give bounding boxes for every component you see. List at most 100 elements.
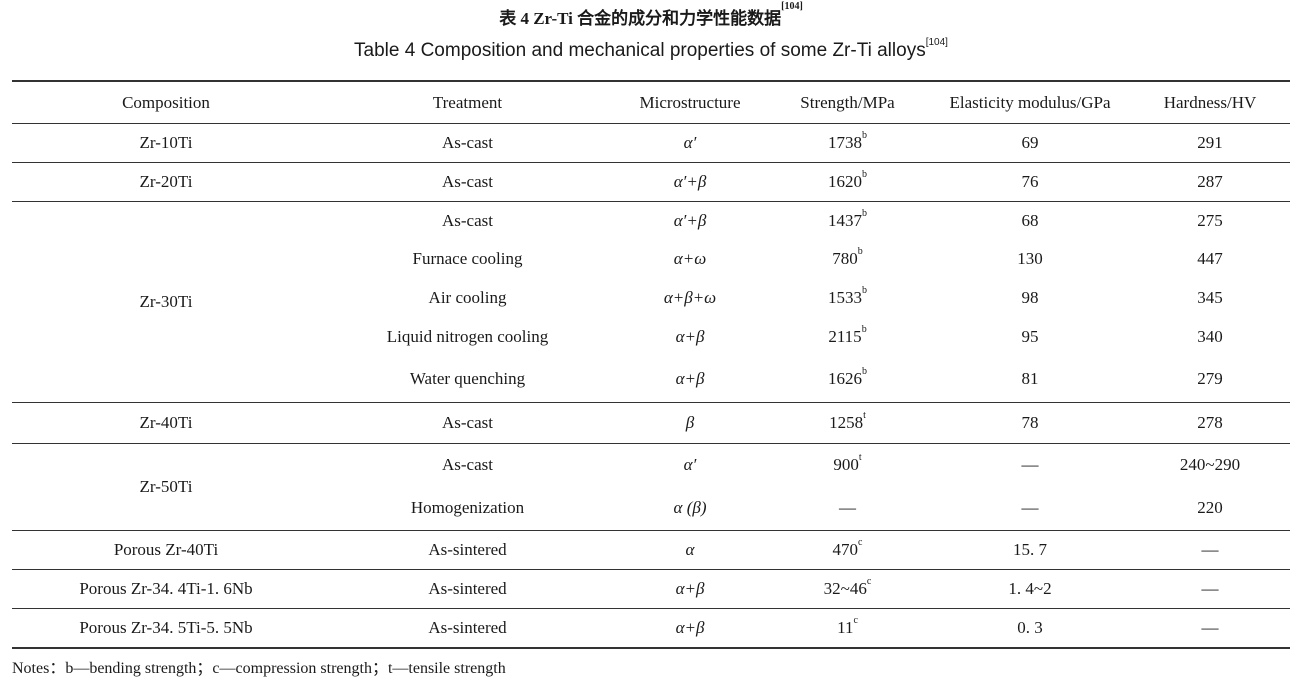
cell-modulus: 0. 3 [930,608,1130,648]
cell-modulus: 68 [1021,210,1039,230]
strength-value: 1626 [828,369,862,389]
cell-hardness: 279 [1130,356,1290,403]
cell-modulus: 15. 7 [930,530,1130,570]
strength-value: 470 [832,540,859,559]
header-treatment: Treatment [320,81,615,124]
cell-treatment: Furnace cooling [412,249,523,268]
cell-microstructure: α+β [615,608,765,648]
cell-modulus: 69 [930,123,1130,163]
table-title-en: Table 4 Composition and mechanical prope… [0,37,1302,62]
cell-treatment: Homogenization [320,486,615,531]
strength-note: b [862,285,867,296]
table-row: Furnace cooling α+ω 780b 130 447 [12,240,1290,279]
strength-note: c [853,614,858,626]
cell-strength: 2115b [765,318,930,357]
cell-modulus: 95 [1021,327,1039,346]
cell-microstructure: α′ [615,123,765,163]
cell-modulus: — [930,486,1130,531]
strength-value: — [839,498,856,518]
cell-hardness: 345 [1197,288,1223,307]
cell-hardness: 291 [1130,123,1290,163]
table-row: Homogenization α (β) — —220 [12,486,1290,531]
cell-treatment: As-sintered [320,608,615,648]
cell-treatment: As-cast [442,455,493,475]
cell-strength: 32~46c [765,569,930,609]
cell-microstructure: α [615,530,765,570]
cell-strength: 780b [765,240,930,279]
properties-table: Composition Treatment Microstructure Str… [12,80,1290,649]
strength-note: b [862,366,867,378]
cell-hardness: — [1130,530,1290,570]
cell-microstructure: β [615,402,765,444]
table-row: Zr-30Ti As-cast α′+β 1437b 68 275 [12,201,1290,403]
cell-microstructure: α′+β [615,162,765,202]
strength-note: b [862,207,867,219]
header-strength: Strength/MPa [765,81,930,124]
cell-microstructure: α′ [683,455,697,475]
cell-composition: Porous Zr-34. 4Ti-1. 6Nb [12,569,320,609]
cell-microstructure: α+ω [673,249,707,268]
strength-value: 1437 [828,210,862,230]
cell-modulus: 98 [1021,288,1039,307]
title-cn-text: 表 4 Zr-Ti 合金的成分和力学性能数据 [499,9,782,28]
strength-note: t [858,452,862,464]
strength-value: 32~46 [823,579,867,598]
cell-microstructure: α+β+ω [663,288,717,307]
strength-value: 1620 [828,172,862,191]
cell-composition: Porous Zr-40Ti [12,530,320,570]
cell-modulus: 81 [930,356,1130,403]
strength-value: 1738 [828,133,862,152]
cell-hardness: 240~290 [1179,455,1241,475]
cell-microstructure: α+β [615,569,765,609]
cell-hardness: 447 [1197,249,1223,268]
strength-note: b [862,130,867,141]
cell-strength: 1258t [765,402,930,444]
title-en-text: Table 4 Composition and mechanical prope… [354,40,926,61]
table-row: Liquid nitrogen cooling α+β 2115b 95 340 [12,318,1290,357]
header-microstructure: Microstructure [615,81,765,124]
header-hardness: Hardness/HV [1130,81,1290,124]
cell-strength: 11c [765,608,930,648]
cell-hardness: 287 [1130,162,1290,202]
cell-composition: Zr-40Ti [12,402,320,444]
cell-strength: 1620b [765,162,930,202]
cell-strength: 1738b [765,123,930,163]
cell-hardness: — [1130,608,1290,648]
strength-note: b [862,169,867,180]
cell-hardness: — [1130,569,1290,609]
header-modulus: Elasticity modulus/GPa [930,81,1130,124]
cell-modulus: 1. 4~2 [930,569,1130,609]
cell-modulus: 78 [930,402,1130,444]
cell-microstructure: α+β [675,327,705,346]
cell-hardness: 340 [1197,327,1223,346]
table-row: Zr-50Ti As-cast α′ 900t —240~290 [12,443,1290,531]
table-row: Porous Zr-34. 4Ti-1. 6Nb As-sintered α+β 32… [12,569,1290,609]
cell-strength: 900t [765,444,930,487]
cell-microstructure: α (β) [615,486,765,531]
strength-note: t [863,410,866,421]
cell-composition: Zr-20Ti [12,162,320,202]
table-row: Porous Zr-40Ti As-sintered α 470c 15. 7— [12,530,1290,570]
strength-value: 900 [833,455,859,475]
strength-note: c [866,576,872,587]
cell-hardness: 275 [1197,210,1223,230]
cell-treatment: Water quenching [320,356,615,403]
reference-cn: [104] [781,1,803,12]
strength-note: c [858,537,863,548]
cell-modulus: — [1021,455,1039,475]
cell-composition: Zr-10Ti [12,123,320,163]
table-row: Porous Zr-34. 5Ti-5. 5Nb As-sintered α+β 11… [12,608,1290,648]
strength-value: 2115 [828,327,862,346]
cell-strength: 1437b [765,202,930,240]
strength-value: 1258 [829,413,864,432]
cell-strength: 1533b [765,279,930,318]
cell-treatment: As-sintered [320,530,615,570]
table-notes: Notes：b—bending strength；c—compression s… [12,660,506,677]
reference-en: [104] [925,37,948,48]
table-row: Water quenching α+β 1626b 81 279 [12,356,1290,403]
header-row: Composition Treatment Microstructure Str… [12,81,1290,124]
cell-treatment: As-cast [320,402,615,444]
cell-microstructure: α′+β [673,210,707,230]
cell-modulus: 76 [930,162,1130,202]
cell-hardness: 278 [1130,402,1290,444]
